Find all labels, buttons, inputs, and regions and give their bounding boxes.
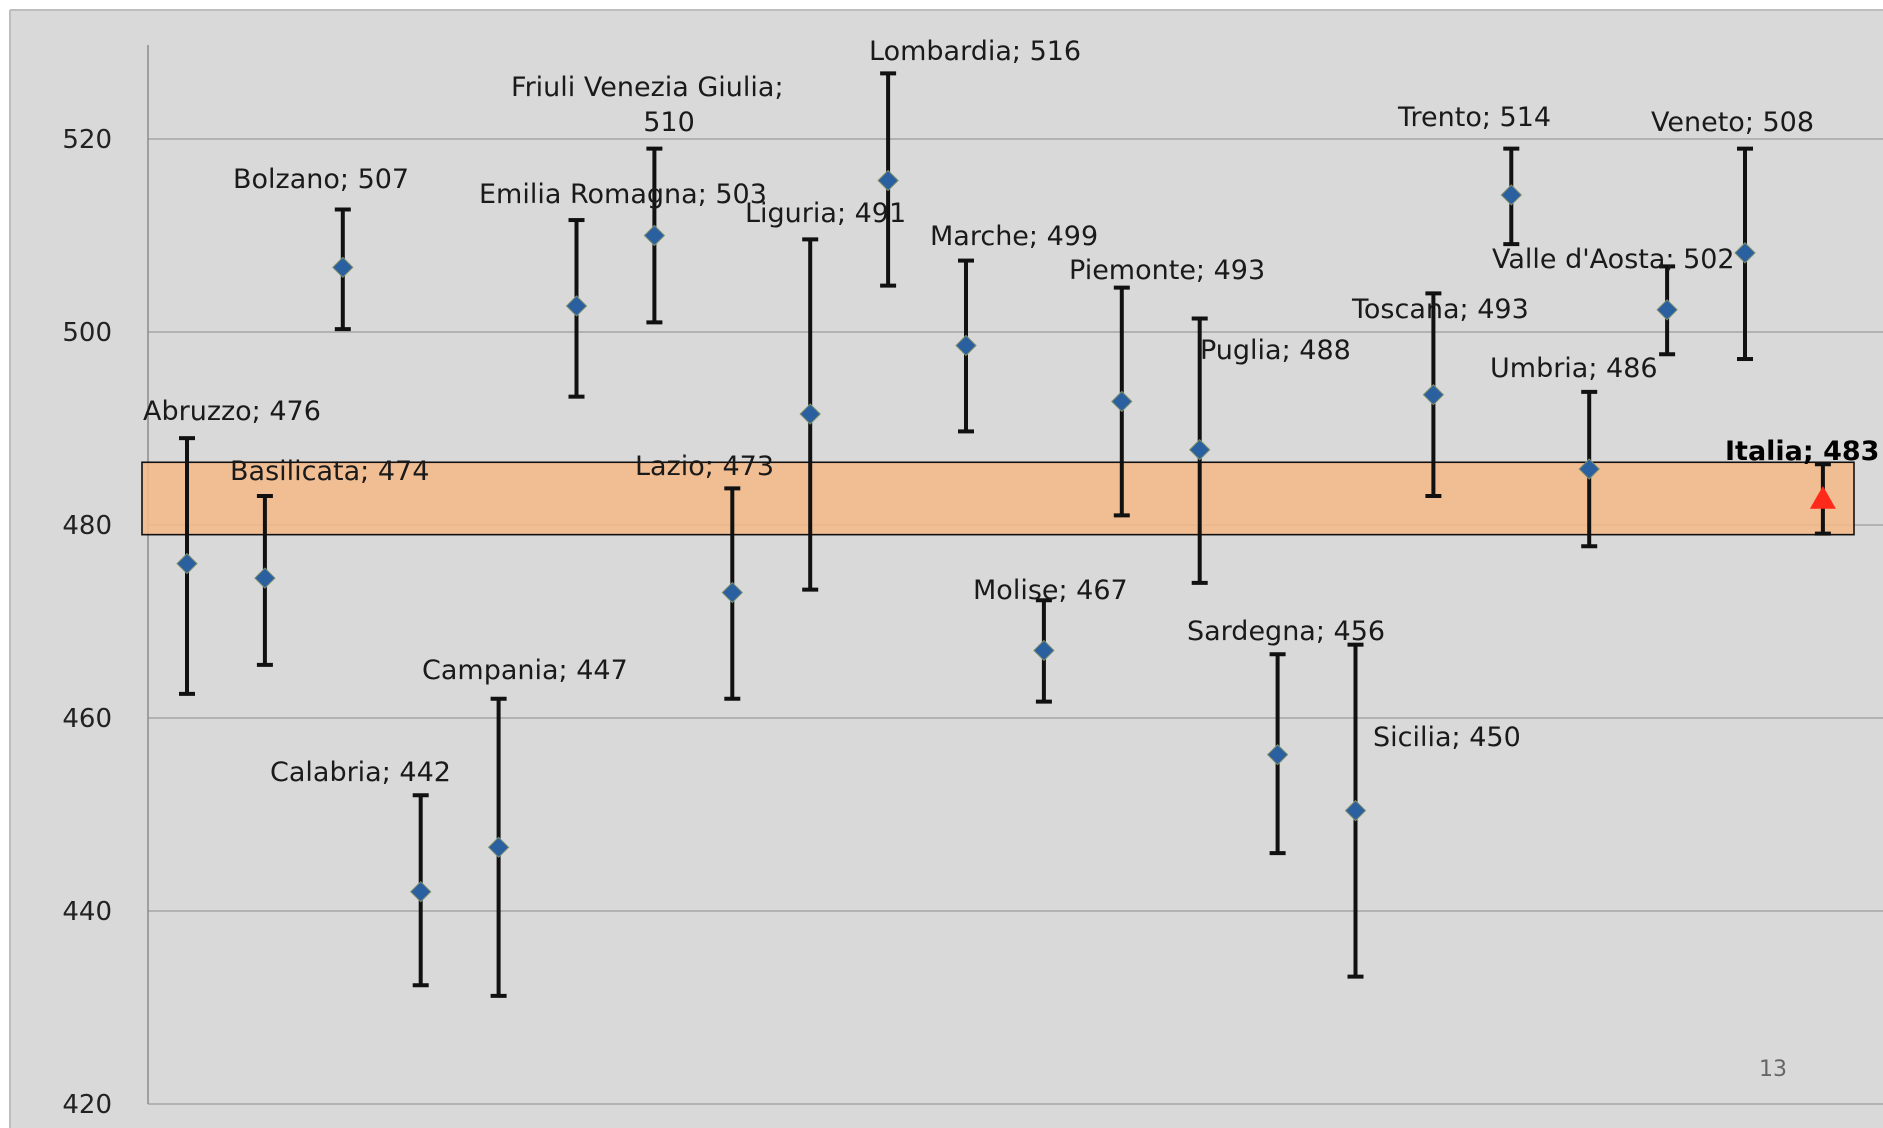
y-axis: 420 440 460 480 500 520 bbox=[62, 45, 149, 1120]
data-label: Valle d'Aosta; 502 bbox=[1492, 244, 1735, 275]
data-label: Abruzzo; 476 bbox=[143, 396, 321, 427]
data-point-marker bbox=[1344, 799, 1367, 822]
data-point-marker bbox=[565, 295, 588, 317]
data-label: Veneto; 508 bbox=[1651, 107, 1814, 138]
average-band bbox=[141, 461, 1855, 536]
data-label: Campania; 447 bbox=[422, 655, 628, 686]
y-tick-label: 420 bbox=[62, 1090, 112, 1120]
data-point-marker bbox=[176, 552, 198, 575]
data-point-marker bbox=[643, 224, 666, 247]
data-point-marker bbox=[1266, 743, 1289, 766]
data-label: Toscana; 493 bbox=[1351, 294, 1529, 325]
data-label: Lombardia; 516 bbox=[869, 36, 1081, 67]
data-point-marker bbox=[1033, 639, 1055, 662]
data-point-marker bbox=[1656, 299, 1678, 321]
data-label: Bolzano; 507 bbox=[233, 164, 409, 195]
data-point-marker bbox=[1422, 384, 1445, 406]
data-point-marker bbox=[1578, 458, 1600, 480]
data-point-marker bbox=[1111, 390, 1133, 413]
data-point-marker bbox=[254, 567, 276, 589]
data-label: Marche; 499 bbox=[930, 221, 1098, 252]
data-label: Emilia Romagna; 503 bbox=[479, 179, 767, 210]
data-point-marker bbox=[409, 880, 432, 903]
data-point-marker bbox=[1188, 439, 1211, 461]
data-label: Friuli Venezia Giulia; bbox=[511, 72, 784, 103]
page-number: 13 bbox=[1759, 1057, 1787, 1082]
y-tick-label: 500 bbox=[62, 318, 112, 348]
data-label: Puglia; 488 bbox=[1200, 335, 1351, 366]
y-tick-label: 520 bbox=[62, 125, 112, 155]
data-point-marker bbox=[955, 334, 977, 357]
data-markers bbox=[176, 169, 1836, 903]
data-point-marker-highlight bbox=[1809, 485, 1836, 509]
data-point-marker bbox=[721, 581, 744, 604]
data-label: Sardegna; 456 bbox=[1187, 616, 1385, 647]
y-tick-label: 480 bbox=[62, 511, 112, 541]
data-point-marker bbox=[799, 403, 821, 425]
data-label: Trento; 514 bbox=[1397, 102, 1551, 133]
data-point-marker bbox=[877, 169, 899, 192]
data-point-marker bbox=[1734, 242, 1756, 264]
average-band-rect bbox=[141, 461, 1855, 536]
data-label-continued: 510 bbox=[643, 107, 695, 138]
data-label: Liguria; 491 bbox=[745, 198, 906, 229]
data-label: Piemonte; 493 bbox=[1069, 255, 1265, 286]
y-tick-label: 440 bbox=[62, 897, 112, 927]
data-label: Lazio; 473 bbox=[635, 451, 774, 482]
y-tick-label: 460 bbox=[62, 704, 112, 734]
data-label: Molise; 467 bbox=[973, 575, 1128, 606]
data-label: Umbria; 486 bbox=[1490, 353, 1658, 384]
data-point-marker bbox=[332, 256, 354, 279]
data-point-marker bbox=[487, 836, 510, 859]
data-point-marker bbox=[1500, 184, 1523, 206]
data-label: Basilicata; 474 bbox=[230, 456, 429, 487]
data-label: Sicilia; 450 bbox=[1373, 722, 1521, 753]
data-label: Italia; 483 bbox=[1725, 436, 1879, 467]
data-labels: Abruzzo; 476 Basilicata; 474 Bolzano; 507 C… bbox=[143, 36, 1879, 788]
data-label: Calabria; 442 bbox=[270, 757, 451, 788]
plot-background bbox=[10, 10, 1883, 1128]
